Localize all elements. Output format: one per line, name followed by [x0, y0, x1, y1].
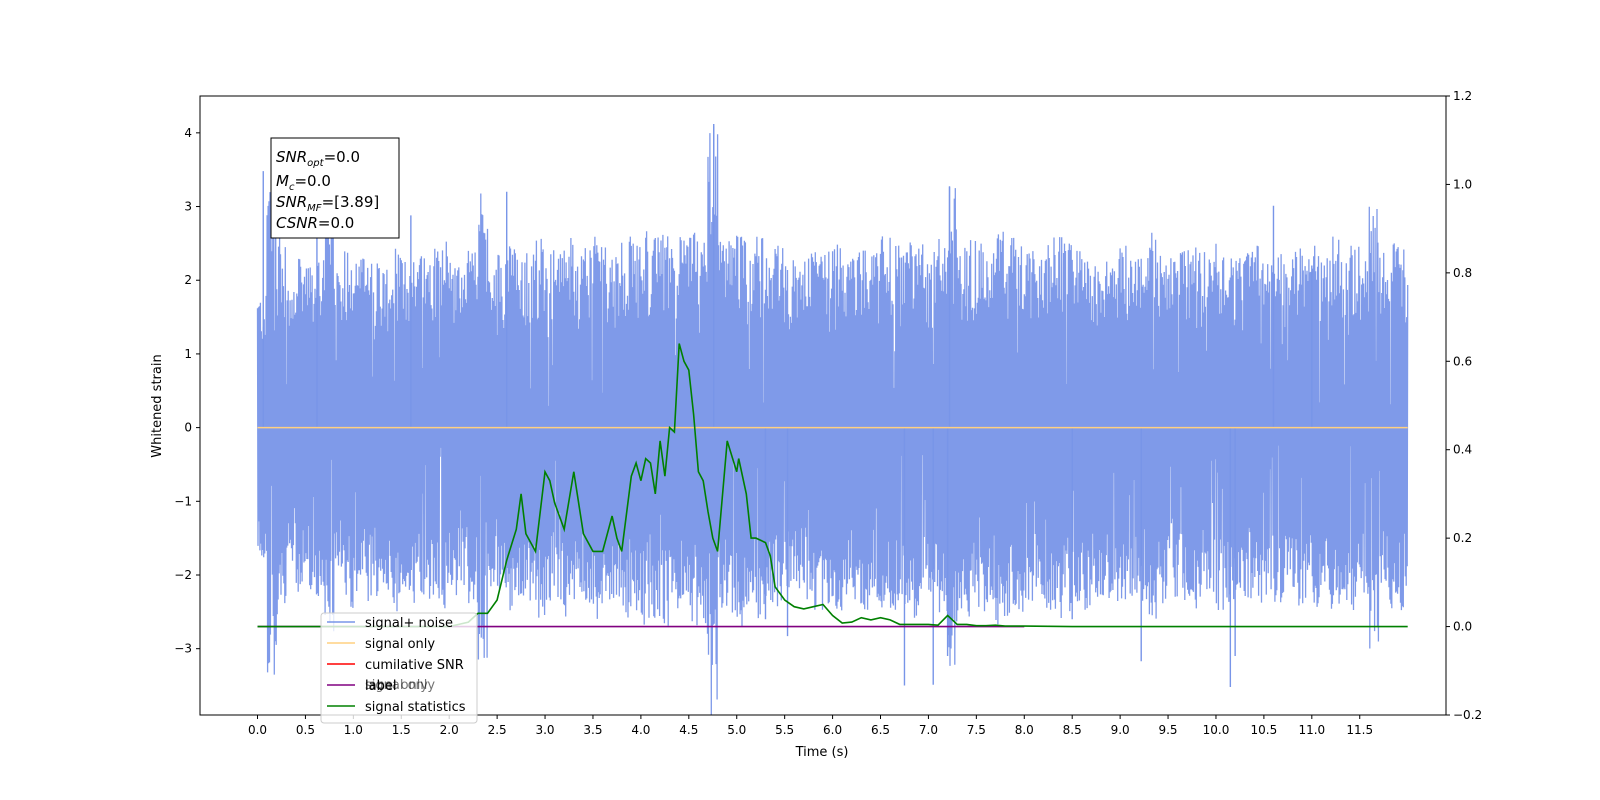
- metrics-annotation-box: SNRopt=0.0 Mc=0.0 SNRMF=[3.89] CSNR=0.0: [270, 137, 400, 239]
- x-axis-ticks: 0.0 0.5 1.0 1.5 2.0 2.5 3.0 3.5 4.0 4.5 5.0 5.5 6.0 6…: [248, 715, 1373, 737]
- legend-frame: [320, 612, 478, 724]
- y-axis-label: Whitened strain: [150, 354, 165, 457]
- legend-label-3: label: [365, 679, 396, 694]
- series-signal-statistics-line: [257, 343, 1408, 628]
- x-tick-label-10: 5.0: [727, 723, 746, 737]
- x-tick-label-16: 8.0: [1015, 723, 1034, 737]
- legend-label-2: cumilative SNR: [365, 658, 464, 673]
- legend-label-1: signal only: [365, 637, 435, 652]
- y2-tick-label-5: 0.8: [1453, 266, 1472, 280]
- x-tick-label-0: 0.0: [248, 723, 267, 737]
- y-tick-label-6: 3: [184, 200, 192, 214]
- x-tick-label-6: 3.0: [535, 723, 554, 737]
- y-tick-label-0: −3: [174, 642, 192, 656]
- x-tick-label-14: 7.0: [919, 723, 938, 737]
- y-tick-label-7: 4: [184, 126, 192, 140]
- x-tick-label-21: 10.5: [1251, 723, 1278, 737]
- series-signal-noise-line: [256, 126, 1409, 715]
- y2-tick-label-0: −0.2: [1453, 708, 1482, 722]
- x-tick-label-8: 4.0: [631, 723, 650, 737]
- y2-tick-label-1: 0.0: [1453, 620, 1472, 634]
- axes-frame: [199, 95, 1447, 716]
- x-tick-label-18: 9.0: [1111, 723, 1130, 737]
- x-tick-label-23: 11.5: [1346, 723, 1373, 737]
- x-tick-label-13: 6.5: [871, 723, 890, 737]
- x-tick-label-1: 0.5: [296, 723, 315, 737]
- y-tick-label-3: 0: [184, 421, 192, 435]
- x-tick-label-2: 1.0: [344, 723, 363, 737]
- x-tick-label-4: 2.0: [440, 723, 459, 737]
- plot-area: [256, 124, 1409, 715]
- y2-tick-label-3: 0.4: [1453, 443, 1472, 457]
- y2-axis-ticks: −0.2 0.0 0.2 0.4 0.6 0.8 1.0 1.2: [1446, 89, 1482, 722]
- x-tick-label-20: 10.0: [1203, 723, 1230, 737]
- x-tick-label-19: 9.5: [1158, 723, 1177, 737]
- y2-tick-label-6: 1.0: [1453, 177, 1472, 191]
- annotation-snr-mf: SNRMF=[3.89]: [276, 193, 379, 214]
- annotation-mc: Mc=0.0: [276, 172, 331, 193]
- x-tick-label-7: 3.5: [583, 723, 602, 737]
- x-tick-label-5: 2.5: [488, 723, 507, 737]
- y-axis-ticks: −3 −2 −1 0 1 2 3 4: [174, 126, 200, 656]
- y2-tick-label-7: 1.2: [1453, 89, 1472, 103]
- y2-tick-label-2: 0.2: [1453, 531, 1472, 545]
- annotation-snr-opt: SNRopt=0.0: [276, 148, 360, 169]
- legend-ghost-text-2: label only: [365, 678, 428, 693]
- x-tick-label-17: 8.5: [1063, 723, 1082, 737]
- x-tick-label-12: 6.0: [823, 723, 842, 737]
- y-tick-label-2: −1: [174, 494, 192, 508]
- y-tick-label-4: 1: [184, 347, 192, 361]
- x-tick-label-22: 11.0: [1298, 723, 1325, 737]
- y2-tick-label-4: 0.6: [1453, 354, 1472, 368]
- legend: signal only label only signal+ noise sign…: [320, 612, 478, 724]
- y-tick-label-1: −2: [174, 568, 192, 582]
- x-axis-label: Time (s): [795, 745, 849, 760]
- x-tick-label-11: 5.5: [775, 723, 794, 737]
- legend-ghost-text-1: signal only: [365, 678, 435, 693]
- y-tick-label-5: 2: [184, 273, 192, 287]
- legend-label-0: signal+ noise: [365, 616, 453, 631]
- x-tick-label-15: 7.5: [967, 723, 986, 737]
- x-tick-label-9: 4.5: [679, 723, 698, 737]
- annotation-csnr: CSNR=0.0: [276, 214, 354, 232]
- legend-label-4: signal statistics: [365, 700, 466, 715]
- x-tick-label-3: 1.5: [392, 723, 411, 737]
